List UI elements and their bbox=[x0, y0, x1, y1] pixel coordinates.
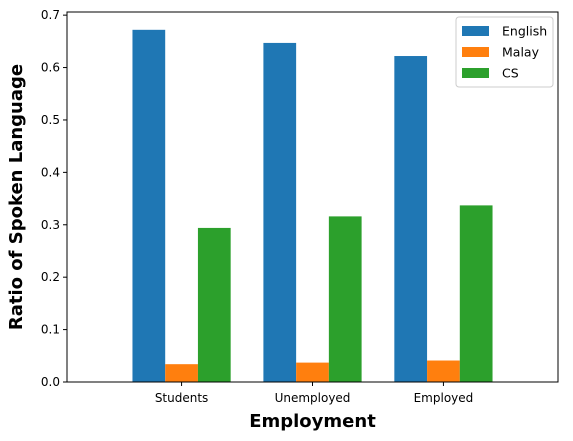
legend: English Malay CS bbox=[455, 16, 554, 88]
y-tick-label: 0.4 bbox=[41, 165, 60, 179]
legend-label-english: English bbox=[502, 24, 547, 39]
bar-cs-employed bbox=[459, 205, 493, 382]
y-tick-label: 0.0 bbox=[41, 375, 60, 389]
bar-malay-students bbox=[165, 364, 198, 382]
x-tick-label: Employed bbox=[414, 391, 474, 405]
legend-label-malay: Malay bbox=[502, 45, 540, 60]
x-axis: Students Unemployed Employed bbox=[155, 382, 473, 405]
y-axis: 0.0 0.1 0.2 0.3 0.4 0.5 0.6 0.7 bbox=[41, 8, 67, 389]
legend-swatch-malay bbox=[462, 47, 489, 57]
y-tick-label: 0.2 bbox=[41, 270, 60, 284]
legend-swatch-english bbox=[462, 26, 489, 36]
y-tick-label: 0.1 bbox=[41, 323, 60, 337]
y-axis-label: Ratio of Spoken Language bbox=[6, 64, 27, 330]
bar-english-employed bbox=[394, 56, 428, 382]
bars-layer bbox=[132, 29, 493, 383]
y-tick-label: 0.7 bbox=[41, 8, 60, 22]
y-tick-label: 0.5 bbox=[41, 113, 60, 127]
x-tick-label: Unemployed bbox=[275, 391, 351, 405]
bar-malay-unemployed bbox=[296, 362, 329, 382]
x-tick-label: Students bbox=[155, 391, 209, 405]
y-tick-label: 0.6 bbox=[41, 61, 60, 75]
x-axis-label: Employment bbox=[249, 411, 376, 432]
bar-english-unemployed bbox=[263, 42, 297, 382]
legend-swatch-cs bbox=[462, 68, 489, 78]
bar-cs-unemployed bbox=[328, 216, 362, 382]
legend-label-cs: CS bbox=[502, 66, 519, 81]
bar-cs-students bbox=[197, 227, 231, 382]
bar-malay-employed bbox=[427, 360, 460, 382]
y-tick-label: 0.3 bbox=[41, 218, 60, 232]
bar-english-students bbox=[132, 29, 166, 383]
